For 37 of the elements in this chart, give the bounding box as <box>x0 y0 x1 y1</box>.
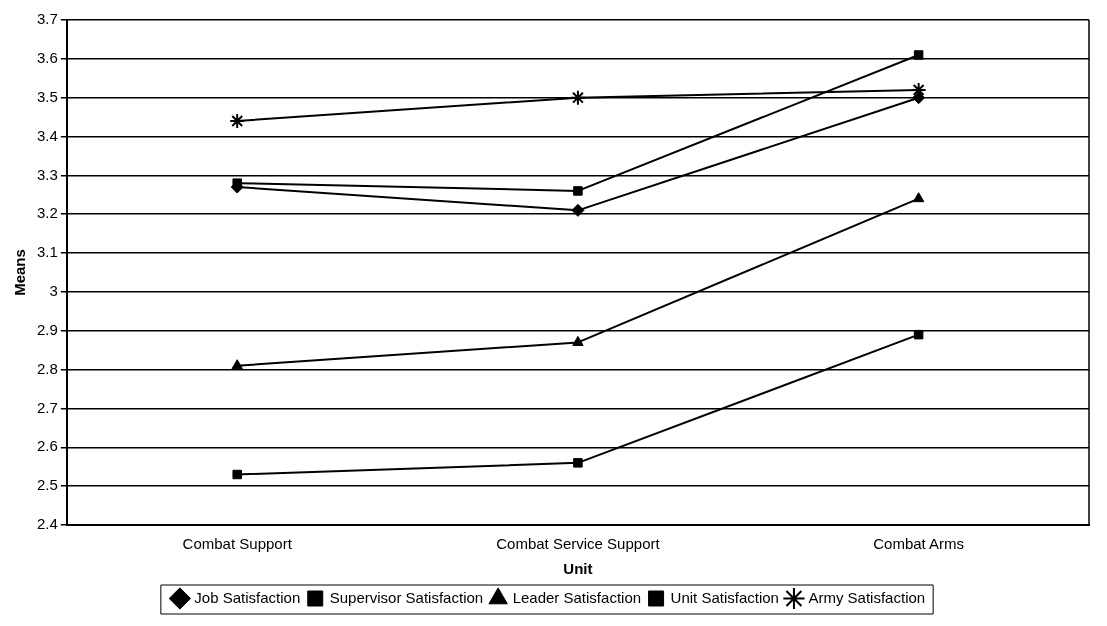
point <box>910 81 927 98</box>
legend-label: Supervisor Satisfaction <box>329 588 484 606</box>
point <box>569 89 586 106</box>
point <box>229 113 246 129</box>
point <box>913 329 924 340</box>
point <box>912 192 925 203</box>
y-tick-label: 2.7 <box>36 398 58 416</box>
legend-label: Job Satisfaction <box>194 588 301 606</box>
y-tick-label: 3.2 <box>36 204 58 222</box>
point <box>572 335 584 346</box>
point <box>232 469 242 480</box>
y-tick-label: 3.4 <box>36 126 58 144</box>
y-tick-label: 2.5 <box>36 476 58 494</box>
x-tick-label: Combat Support <box>182 535 293 553</box>
point <box>912 91 926 105</box>
x-tick-label: Combat Service Support <box>496 535 661 553</box>
legend-label: Army Satisfaction <box>808 588 926 606</box>
point <box>571 203 585 217</box>
legend-label: Leader Satisfaction <box>512 588 642 606</box>
y-tick-label: 2.4 <box>36 515 58 533</box>
point <box>913 50 924 60</box>
point <box>573 458 583 468</box>
y-tick-label: 2.9 <box>36 320 58 338</box>
y-tick-label: 3.3 <box>36 165 58 183</box>
y-tick-label: 3.7 <box>36 10 58 28</box>
legend-label: Unit Satisfaction <box>670 588 779 606</box>
x-axis-title: Unit <box>563 560 593 578</box>
y-tick-label: 3.1 <box>36 243 58 261</box>
point <box>231 359 243 370</box>
y-tick-label: 3 <box>49 282 58 300</box>
y-tick-label: 3.6 <box>36 48 58 66</box>
y-axis-title: Means <box>11 249 29 296</box>
y-tick-label: 2.8 <box>36 359 58 377</box>
x-tick-label: Combat Arms <box>873 535 965 553</box>
y-tick-label: 2.6 <box>36 437 58 455</box>
y-tick-label: 3.5 <box>36 87 58 105</box>
point <box>573 186 583 196</box>
